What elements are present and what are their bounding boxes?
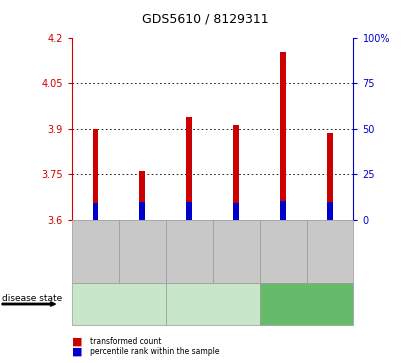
Text: ■: ■ [72, 346, 83, 356]
Text: GSM1648026: GSM1648026 [233, 227, 239, 276]
Bar [92, 203, 98, 220]
Text: healthy control: healthy control [280, 301, 333, 307]
Bar [280, 52, 286, 220]
Bar [139, 203, 145, 220]
Text: idiopathic dilated
cardiomyopathy: idiopathic dilated cardiomyopathy [88, 298, 149, 310]
Text: percentile rank within the sample: percentile rank within the sample [90, 347, 220, 356]
Text: ■: ■ [72, 337, 83, 347]
Bar [187, 117, 192, 220]
Bar [92, 129, 98, 220]
Text: transformed count: transformed count [90, 338, 162, 346]
Text: GDS5610 / 8129311: GDS5610 / 8129311 [142, 13, 269, 26]
Text: GSM1648024: GSM1648024 [139, 227, 145, 276]
Bar [280, 201, 286, 220]
Bar [327, 134, 333, 220]
Bar [139, 171, 145, 220]
Bar [233, 125, 239, 220]
Text: GSM1648028: GSM1648028 [327, 227, 333, 276]
Bar [233, 203, 239, 220]
Bar [327, 203, 333, 220]
Bar [187, 202, 192, 220]
Text: GSM1648023: GSM1648023 [92, 227, 98, 276]
Text: GSM1648027: GSM1648027 [280, 227, 286, 276]
Text: GSM1648025: GSM1648025 [186, 227, 192, 276]
Text: disease state: disease state [2, 294, 62, 303]
Text: pulmonary arterial
hypertension with
BMPR2 mutation: pulmonary arterial hypertension with BMP… [180, 294, 245, 314]
